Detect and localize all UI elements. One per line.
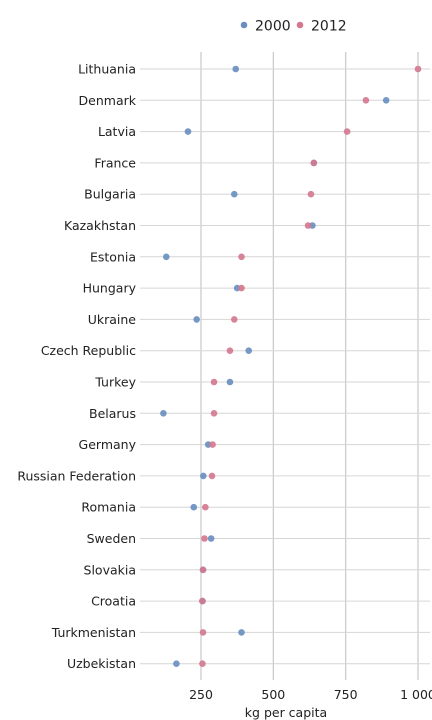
point-2012-croatia xyxy=(199,597,206,605)
data-points xyxy=(160,65,422,667)
category-label-hungary: Hungary xyxy=(83,281,137,296)
horizontal-gridlines xyxy=(140,68,430,665)
point-2012-belarus xyxy=(210,410,218,417)
point-2012-lithuania xyxy=(414,65,422,73)
point-2012-estonia xyxy=(238,253,245,261)
point-2012-slovakia xyxy=(199,566,207,574)
legend-label-2000: 2000 xyxy=(255,19,291,35)
category-label-lithuania: Lithuania xyxy=(78,62,136,77)
point-2000-sweden xyxy=(207,535,215,542)
category-label-germany: Germany xyxy=(79,437,137,452)
x-axis-tick-labels: 250 500 750 1 000 xyxy=(189,687,432,702)
category-label-russian-federation: Russian Federation xyxy=(17,468,136,483)
x-axis-title: kg per capita xyxy=(245,705,327,720)
category-label-ukraine: Ukraine xyxy=(88,312,137,327)
category-label-kazakhstan: Kazakhstan xyxy=(64,218,136,233)
point-2000-ukraine xyxy=(193,316,200,323)
point-2012-hungary xyxy=(238,284,245,292)
category-label-croatia: Croatia xyxy=(91,594,136,609)
category-label-slovakia: Slovakia xyxy=(84,562,136,577)
point-2000-romania xyxy=(190,503,198,511)
category-label-denmark: Denmark xyxy=(79,93,137,108)
point-2012-latvia xyxy=(343,128,351,135)
point-2012-sweden xyxy=(201,535,208,542)
category-label-estonia: Estonia xyxy=(90,249,136,264)
x-tick-label-500: 500 xyxy=(261,687,285,702)
point-2000-lithuania xyxy=(232,65,240,73)
point-2012-ukraine xyxy=(230,316,238,323)
point-2000-latvia xyxy=(184,128,192,135)
point-2012-czech-republic xyxy=(226,347,234,355)
x-tick-label-1000: 1 000 xyxy=(400,687,432,702)
category-label-bulgaria: Bulgaria xyxy=(84,187,136,202)
category-label-latvia: Latvia xyxy=(98,124,136,139)
point-2012-kazakhstan xyxy=(304,222,312,229)
point-2000-denmark xyxy=(382,97,390,104)
point-2000-bulgaria xyxy=(230,190,238,198)
category-label-turkey: Turkey xyxy=(94,375,136,390)
point-2012-germany xyxy=(209,441,216,448)
x-tick-label-250: 250 xyxy=(189,687,213,702)
point-2012-france xyxy=(310,159,318,167)
category-label-sweden: Sweden xyxy=(87,531,136,546)
legend: 2000 2012 xyxy=(240,19,347,35)
point-2000-uzbekistan xyxy=(173,660,180,667)
category-label-czech-republic: Czech Republic xyxy=(41,343,136,358)
point-2012-romania xyxy=(202,503,209,511)
category-label-turkmenistan: Turkmenistan xyxy=(51,625,136,640)
legend-key-2000 xyxy=(240,21,248,29)
vertical-gridlines xyxy=(200,52,419,680)
legend-key-2012 xyxy=(296,21,304,29)
category-labels: Lithuania Denmark Latvia France Bulgaria Kaza… xyxy=(17,62,136,672)
point-2012-turkey xyxy=(210,378,218,386)
category-label-belarus: Belarus xyxy=(89,406,136,421)
point-2000-estonia xyxy=(162,253,170,261)
category-label-uzbekistan: Uzbekistan xyxy=(67,656,136,671)
point-2000-turkey xyxy=(226,378,234,386)
legend-label-2012: 2012 xyxy=(311,19,347,35)
point-2012-uzbekistan xyxy=(199,660,206,667)
point-2012-bulgaria xyxy=(307,190,315,198)
category-label-romania: Romania xyxy=(81,500,136,515)
point-2000-belarus xyxy=(160,410,167,417)
x-tick-label-750: 750 xyxy=(334,687,358,702)
category-label-france: France xyxy=(94,155,136,170)
point-2012-russian-federation xyxy=(208,472,216,480)
point-2000-russian-federation xyxy=(200,472,207,480)
point-2012-denmark xyxy=(362,97,370,104)
point-2012-turkmenistan xyxy=(199,629,207,636)
point-2000-turkmenistan xyxy=(238,629,245,636)
point-2000-czech-republic xyxy=(245,347,253,355)
